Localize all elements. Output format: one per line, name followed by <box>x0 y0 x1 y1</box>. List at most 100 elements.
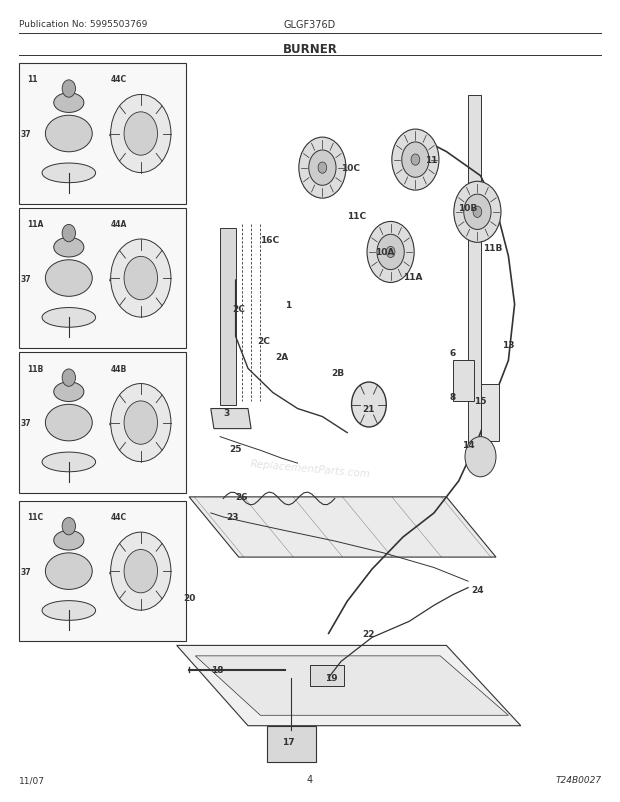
Ellipse shape <box>42 452 95 472</box>
Circle shape <box>62 370 76 387</box>
Circle shape <box>124 257 157 301</box>
Text: 11C: 11C <box>27 512 43 521</box>
Circle shape <box>411 155 420 166</box>
Polygon shape <box>177 646 521 726</box>
Text: 44A: 44A <box>111 220 127 229</box>
Text: 11B: 11B <box>483 244 503 253</box>
Text: 11: 11 <box>27 75 37 84</box>
Text: 13: 13 <box>502 340 515 350</box>
Text: 14: 14 <box>462 440 474 450</box>
Text: GLGF376D: GLGF376D <box>284 20 336 30</box>
Polygon shape <box>267 726 316 762</box>
Polygon shape <box>211 409 251 429</box>
Circle shape <box>454 182 501 243</box>
Text: 44C: 44C <box>111 512 127 521</box>
Polygon shape <box>195 656 508 715</box>
Circle shape <box>465 437 496 477</box>
Circle shape <box>386 247 395 258</box>
Ellipse shape <box>42 164 95 184</box>
Circle shape <box>377 235 404 270</box>
Circle shape <box>124 401 157 444</box>
Text: 23: 23 <box>226 512 239 522</box>
Circle shape <box>392 130 439 191</box>
Circle shape <box>352 383 386 427</box>
Text: 10C: 10C <box>341 164 360 173</box>
Text: 44C: 44C <box>111 75 127 84</box>
Circle shape <box>62 225 76 242</box>
Circle shape <box>110 384 171 462</box>
Text: 37: 37 <box>20 567 31 576</box>
Text: 15: 15 <box>474 396 487 406</box>
Bar <box>220 229 236 405</box>
Text: 25: 25 <box>229 444 242 454</box>
Text: 24: 24 <box>471 585 484 594</box>
Bar <box>310 666 344 686</box>
Ellipse shape <box>42 308 95 328</box>
Text: 2C: 2C <box>257 336 270 346</box>
Ellipse shape <box>45 405 92 441</box>
Text: ReplacementParts.com: ReplacementParts.com <box>249 459 371 480</box>
Text: 47: 47 <box>109 130 120 139</box>
Text: 22: 22 <box>363 629 375 638</box>
Ellipse shape <box>54 94 84 113</box>
Circle shape <box>124 550 157 593</box>
Ellipse shape <box>54 531 84 550</box>
Text: 6: 6 <box>450 348 456 358</box>
Text: 44B: 44B <box>111 364 127 373</box>
Text: 17: 17 <box>282 737 294 747</box>
Text: 11/07: 11/07 <box>19 776 45 784</box>
Text: 37: 37 <box>20 419 31 427</box>
Circle shape <box>110 240 171 318</box>
Text: 2B: 2B <box>331 368 345 378</box>
Text: 1: 1 <box>285 300 291 310</box>
Text: 3: 3 <box>223 408 229 418</box>
Circle shape <box>318 163 327 174</box>
Text: 47: 47 <box>109 567 120 576</box>
Text: BURNER: BURNER <box>283 43 337 55</box>
FancyBboxPatch shape <box>19 64 186 205</box>
Circle shape <box>110 533 171 610</box>
Text: 2A: 2A <box>275 352 289 362</box>
Polygon shape <box>468 96 481 465</box>
Circle shape <box>110 95 171 173</box>
Text: 19: 19 <box>326 673 338 683</box>
Circle shape <box>124 112 157 156</box>
Circle shape <box>367 222 414 283</box>
Ellipse shape <box>45 261 92 297</box>
Text: 10B: 10B <box>458 204 478 213</box>
Text: 10A: 10A <box>374 248 394 257</box>
Text: 47: 47 <box>109 274 120 283</box>
Text: 21: 21 <box>363 404 375 414</box>
Ellipse shape <box>45 116 92 152</box>
Text: 11A: 11A <box>27 220 43 229</box>
Circle shape <box>299 138 346 199</box>
Ellipse shape <box>45 553 92 589</box>
Text: 11: 11 <box>425 156 437 165</box>
Text: 16C: 16C <box>260 236 279 245</box>
Circle shape <box>62 518 76 535</box>
Text: 11A: 11A <box>402 272 422 282</box>
Text: 47: 47 <box>109 419 120 427</box>
Ellipse shape <box>54 238 84 257</box>
Polygon shape <box>480 385 499 441</box>
Polygon shape <box>189 497 496 557</box>
Ellipse shape <box>54 383 84 402</box>
Text: 2C: 2C <box>232 304 245 314</box>
Circle shape <box>309 151 336 186</box>
Text: T24B0027: T24B0027 <box>556 776 601 784</box>
Circle shape <box>473 207 482 218</box>
Text: 11B: 11B <box>27 364 43 373</box>
Text: 20: 20 <box>183 593 195 602</box>
Circle shape <box>464 195 491 230</box>
Text: 37: 37 <box>20 130 31 139</box>
FancyBboxPatch shape <box>19 501 186 642</box>
FancyBboxPatch shape <box>19 209 186 349</box>
Text: Publication No: 5995503769: Publication No: 5995503769 <box>19 20 147 29</box>
Circle shape <box>62 81 76 98</box>
Text: 11C: 11C <box>347 212 366 221</box>
Text: 37: 37 <box>20 274 31 283</box>
Text: 4: 4 <box>307 775 313 784</box>
FancyBboxPatch shape <box>19 353 186 493</box>
Bar <box>453 361 474 401</box>
Circle shape <box>402 143 429 178</box>
